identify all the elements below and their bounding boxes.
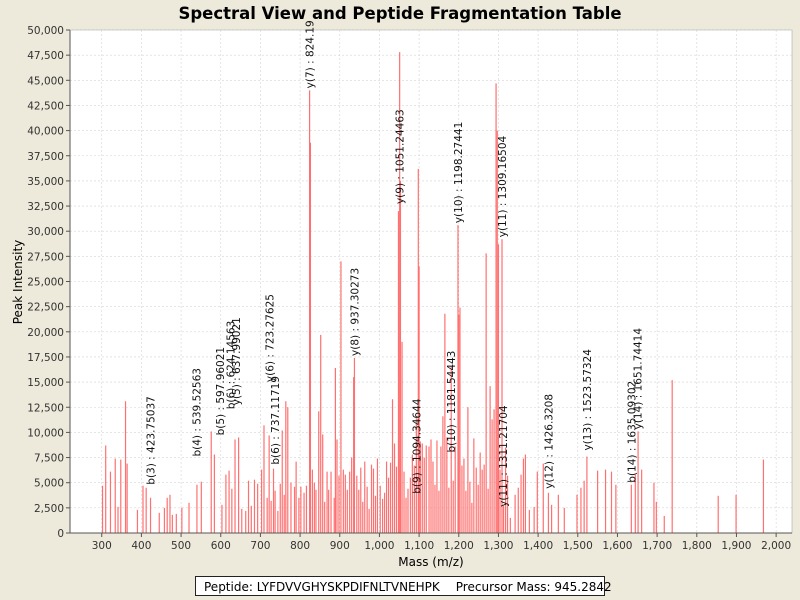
y-tick-label: 27,500 <box>27 251 64 263</box>
x-tick-label: 1,700 <box>642 540 672 552</box>
y-tick-label: 40,000 <box>27 126 64 138</box>
y-tick-label: 17,500 <box>27 352 64 364</box>
x-tick-label: 600 <box>211 540 231 552</box>
x-tick-label: 800 <box>290 540 310 552</box>
peak-annotation-label: b(10) : 1181.54443 <box>446 351 458 453</box>
y-axis-label: Peak Intensity <box>11 240 25 325</box>
y-tick-label: 2,500 <box>34 503 64 515</box>
y-tick-label: 25,000 <box>27 277 64 289</box>
peak-annotation-label: b(9) : 1094.34644 <box>412 398 424 494</box>
x-tick-label: 1,800 <box>682 540 712 552</box>
y-tick-label: 10,000 <box>27 427 64 439</box>
peak-annotation-label: y(6) : 723.27625 <box>265 294 277 382</box>
peak-annotation-label: b(3) : 423.75037 <box>146 396 158 485</box>
x-axis-label: Mass (m/z) <box>398 555 463 569</box>
y-tick-label: 30,000 <box>27 226 64 238</box>
y-tick-label: 12,500 <box>27 402 64 414</box>
x-tick-label: 500 <box>171 540 191 552</box>
y-tick-label: 50,000 <box>27 25 64 37</box>
peak-annotation-label: b(6) : 624.14563 <box>225 321 237 410</box>
peak-annotations: y(7) : 824.19 y(9) : 1051.24463 y(10) : 11… <box>146 20 645 507</box>
chart-title: Spectral View and Peptide Fragmentation … <box>178 4 622 23</box>
x-tick-label: 700 <box>250 540 270 552</box>
peak-annotation-label: y(8) : 937.30273 <box>349 268 361 356</box>
x-tick-label: 1,000 <box>364 540 394 552</box>
precursor-mass: Precursor Mass: 945.2842 <box>455 580 612 594</box>
y-tick-label: 32,500 <box>27 201 64 213</box>
grid-lines <box>70 29 792 534</box>
peak-annotation-label: y(14) : 1651.74414 <box>633 328 645 430</box>
peak-annotation-label: y(13) : 1523.57324 <box>582 349 594 451</box>
y-tick-label: 15,000 <box>27 377 64 389</box>
y-tick-label: 7,500 <box>34 453 64 465</box>
y-tick-label: 20,000 <box>27 327 64 339</box>
x-tick-label: 2,000 <box>761 540 791 552</box>
peak-annotation-label: y(5) : 637.99021 <box>231 317 243 405</box>
x-tick-label: 400 <box>131 540 151 552</box>
x-tick-label: 1,500 <box>563 540 593 552</box>
y-tick-label: 45,000 <box>27 75 64 87</box>
y-tick-label: 0 <box>57 528 64 540</box>
y-tick-label: 42,500 <box>27 100 64 112</box>
peptide-sequence: Peptide: LYFDVVGHYSKPDIFNLTVNEHPK <box>204 580 440 594</box>
peptide-info-box: Peptide: LYFDVVGHYSKPDIFNLTVNEHPK Precurs… <box>195 576 612 596</box>
peak-annotation-label: b(14) : 1635.09302 <box>626 381 638 483</box>
y-tick-label: 22,500 <box>27 302 64 314</box>
y-tick-label: 35,000 <box>27 176 64 188</box>
x-tick-label: 1,900 <box>721 540 751 552</box>
x-tick-label: 1,200 <box>444 540 474 552</box>
peak-annotation-label: y(12) : 1426.3208 <box>543 394 555 489</box>
peak-annotation-label: y(10) : 1198.27441 <box>453 122 465 223</box>
y-tick-label: 5,000 <box>34 478 64 490</box>
peak-annotation-label: b(4) : 539.52563 <box>192 368 204 457</box>
x-ticks: 300 400 500 600 700 800 900 1,000 1,100 1,200 1,30… <box>92 533 791 552</box>
y-tick-label: 47,500 <box>27 50 64 62</box>
x-tick-label: 1,600 <box>602 540 632 552</box>
x-tick-label: 1,400 <box>523 540 553 552</box>
peak-annotation-label: y(9) : 1051.24463 <box>395 109 407 204</box>
peak-annotation-label: b(6) : 737.11719 <box>270 376 282 465</box>
peak-annotation-label: y(7) : 824.19 <box>305 20 317 88</box>
x-tick-label: 900 <box>330 540 350 552</box>
x-tick-label: 1,300 <box>483 540 513 552</box>
peak-series <box>101 52 765 533</box>
x-tick-label: 300 <box>92 540 112 552</box>
y-ticks: 0 2,500 5,000 7,500 10,000 12,500 15,000 17,500… <box>27 25 70 540</box>
peak-annotation-label: b(5) : 597.96021 <box>215 347 227 436</box>
peak-annotation-label: y(11) : 1311.21704 <box>498 405 510 507</box>
x-tick-label: 1,100 <box>404 540 434 552</box>
peak-annotation-label: y(11) : 1309.16504 <box>497 135 509 237</box>
y-tick-label: 37,500 <box>27 151 64 163</box>
